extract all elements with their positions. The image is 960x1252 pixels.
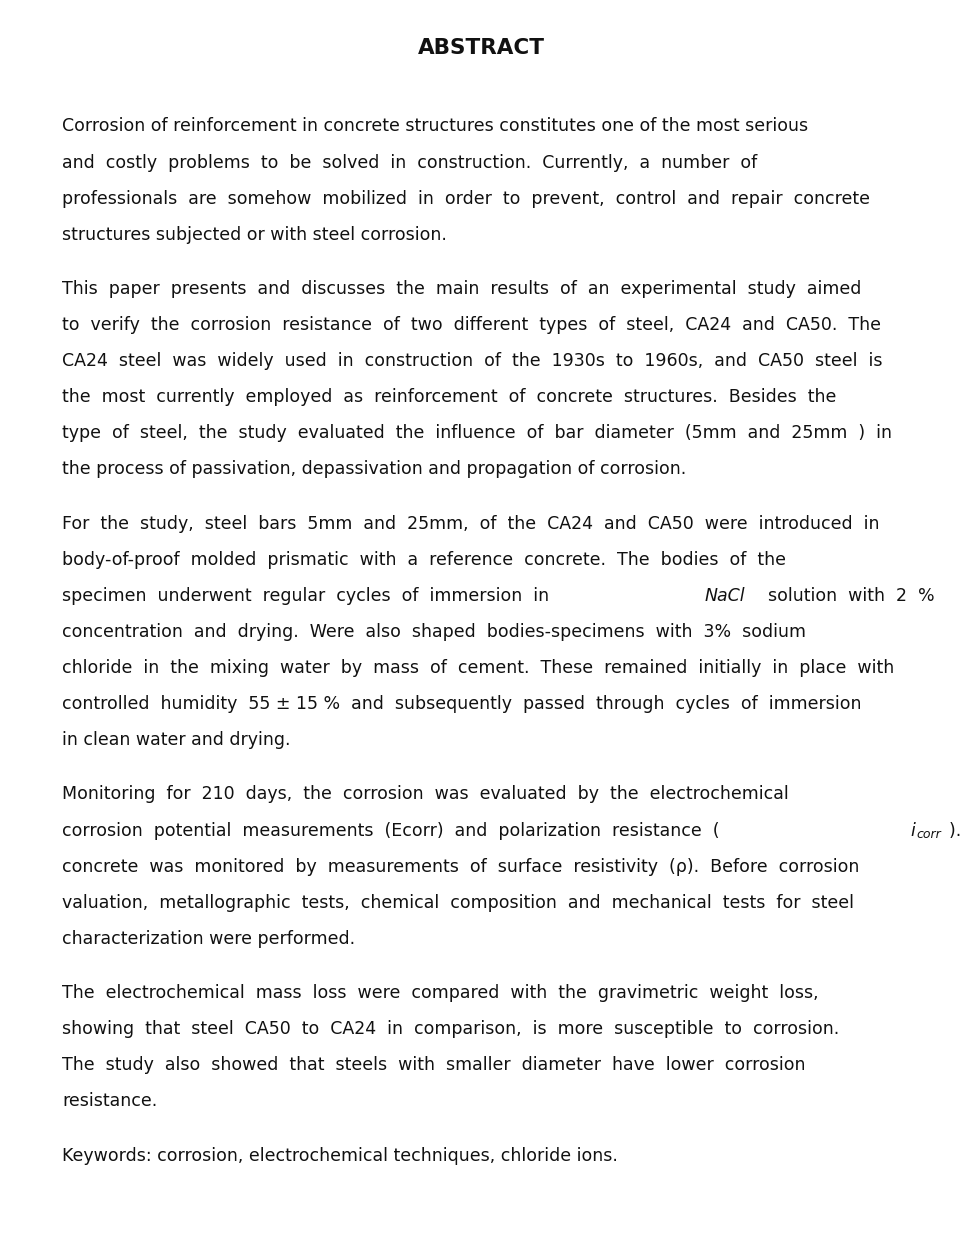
Text: to  verify  the  corrosion  resistance  of  two  different  types  of  steel,  C: to verify the corrosion resistance of tw… xyxy=(62,316,881,334)
Text: professionals  are  somehow  mobilized  in  order  to  prevent,  control  and  r: professionals are somehow mobilized in o… xyxy=(62,189,870,208)
Text: ABSTRACT: ABSTRACT xyxy=(418,38,544,58)
Text: CA24  steel  was  widely  used  in  construction  of  the  1930s  to  1960s,  an: CA24 steel was widely used in constructi… xyxy=(62,352,882,371)
Text: chloride  in  the  mixing  water  by  mass  of  cement.  These  remained  initia: chloride in the mixing water by mass of … xyxy=(62,659,895,677)
Text: concentration  and  drying.  Were  also  shaped  bodies-specimens  with  3%  sod: concentration and drying. Were also shap… xyxy=(62,623,806,641)
Text: resistance.: resistance. xyxy=(62,1093,157,1111)
Text: For  the  study,  steel  bars  5mm  and  25mm,  of  the  CA24  and  CA50  were  : For the study, steel bars 5mm and 25mm, … xyxy=(62,515,879,532)
Text: structures subjected or with steel corrosion.: structures subjected or with steel corro… xyxy=(62,225,446,244)
Text: type  of  steel,  the  study  evaluated  the  influence  of  bar  diameter  (5mm: type of steel, the study evaluated the i… xyxy=(62,424,892,442)
Text: concrete  was  monitored  by  measurements  of  surface  resistivity  (ρ).  Befo: concrete was monitored by measurements o… xyxy=(62,858,859,875)
Text: This  paper  presents  and  discusses  the  main  results  of  an  experimental : This paper presents and discusses the ma… xyxy=(62,280,861,298)
Text: ).  The: ). The xyxy=(948,821,960,840)
Text: the  most  currently  employed  as  reinforcement  of  concrete  structures.  Be: the most currently employed as reinforce… xyxy=(62,388,836,407)
Text: and  costly  problems  to  be  solved  in  construction.  Currently,  a  number : and costly problems to be solved in cons… xyxy=(62,154,757,172)
Text: Monitoring  for  210  days,  the  corrosion  was  evaluated  by  the  electroche: Monitoring for 210 days, the corrosion w… xyxy=(62,785,789,804)
Text: corrosion  potential  measurements  (Ecorr)  and  polarization  resistance  (: corrosion potential measurements (Ecorr)… xyxy=(62,821,719,840)
Text: The  study  also  showed  that  steels  with  smaller  diameter  have  lower  co: The study also showed that steels with s… xyxy=(62,1057,805,1074)
Text: solution  with  2  %: solution with 2 % xyxy=(757,587,935,605)
Text: The  electrochemical  mass  loss  were  compared  with  the  gravimetric  weight: The electrochemical mass loss were compa… xyxy=(62,984,819,1002)
Text: in clean water and drying.: in clean water and drying. xyxy=(62,731,291,750)
Text: controlled  humidity  55 ± 15 %  and  subsequently  passed  through  cycles  of : controlled humidity 55 ± 15 % and subseq… xyxy=(62,695,861,714)
Text: NaCl: NaCl xyxy=(705,587,745,605)
Text: the process of passivation, depassivation and propagation of corrosion.: the process of passivation, depassivatio… xyxy=(62,461,686,478)
Text: Corrosion of reinforcement in concrete structures constitutes one of the most se: Corrosion of reinforcement in concrete s… xyxy=(62,118,808,135)
Text: Keywords: corrosion, electrochemical techniques, chloride ions.: Keywords: corrosion, electrochemical tec… xyxy=(62,1147,618,1164)
Text: corr: corr xyxy=(917,828,942,841)
Text: i: i xyxy=(910,821,915,840)
Text: body-of-proof  molded  prismatic  with  a  reference  concrete.  The  bodies  of: body-of-proof molded prismatic with a re… xyxy=(62,551,786,568)
Text: specimen  underwent  regular  cycles  of  immersion  in: specimen underwent regular cycles of imm… xyxy=(62,587,560,605)
Text: characterization were performed.: characterization were performed. xyxy=(62,930,355,948)
Text: showing  that  steel  CA50  to  CA24  in  comparison,  is  more  susceptible  to: showing that steel CA50 to CA24 in compa… xyxy=(62,1020,839,1038)
Text: valuation,  metallographic  tests,  chemical  composition  and  mechanical  test: valuation, metallographic tests, chemica… xyxy=(62,894,854,911)
